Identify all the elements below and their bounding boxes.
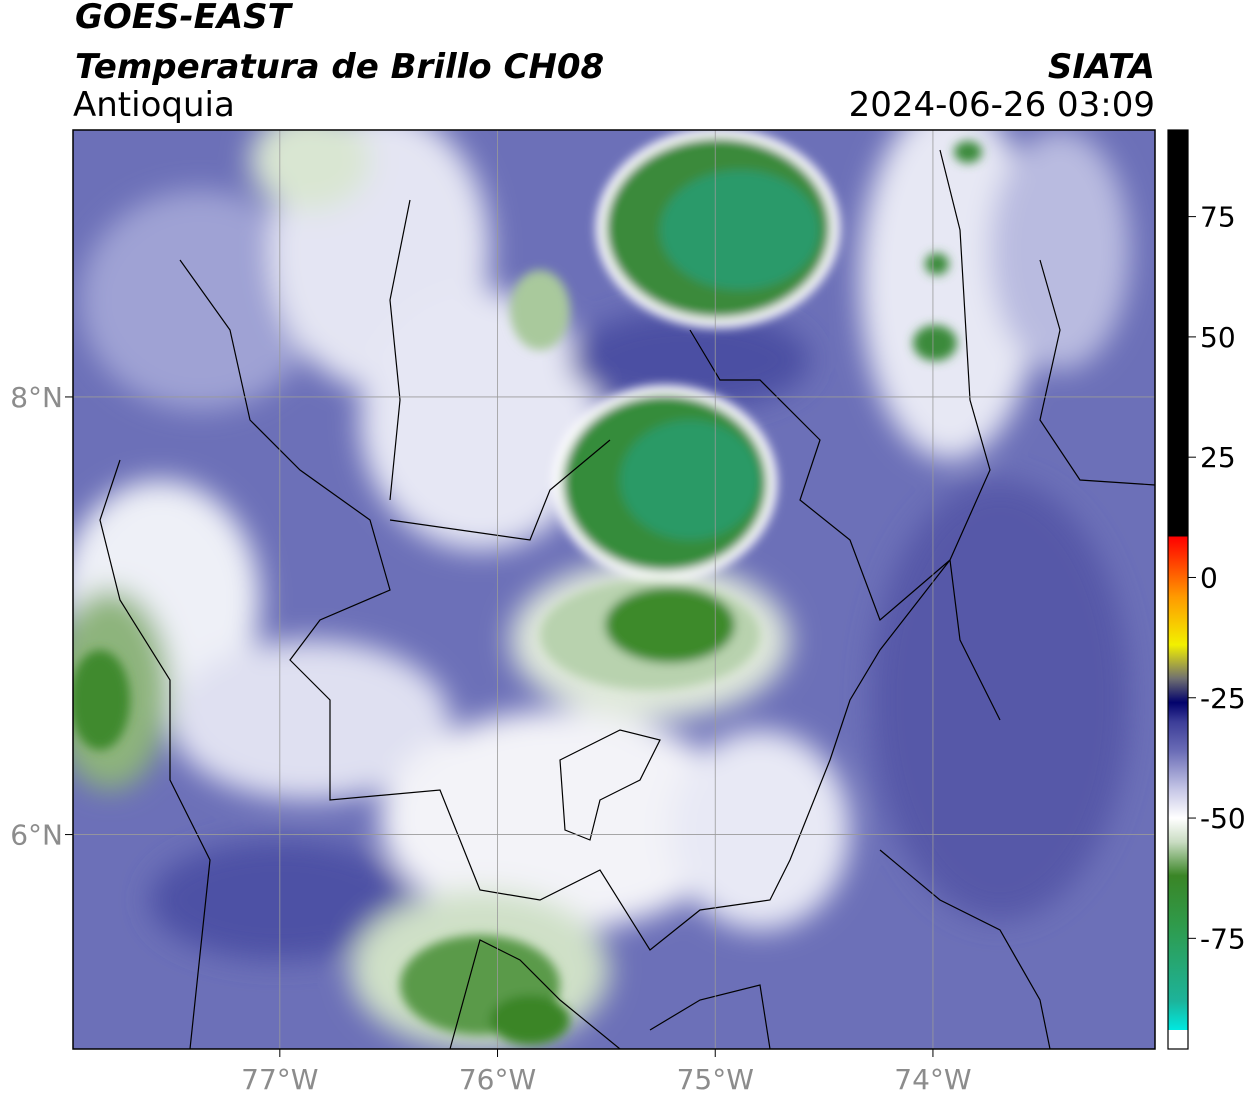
- y-tick-label: 6°N: [10, 819, 63, 852]
- colorbar: [1167, 129, 1189, 1050]
- subtitle: Temperatura de Brillo CH08: [75, 47, 604, 87]
- region: Antioquia: [73, 85, 235, 125]
- colorbar-label: -50: [1200, 802, 1246, 835]
- x-tick-label: 76°W: [459, 1063, 536, 1096]
- y-tick-label: 8°N: [10, 381, 63, 414]
- x-tick-label: 75°W: [677, 1063, 754, 1096]
- datetime: 2024-06-26 03:09: [849, 85, 1155, 125]
- map-frame: [72, 129, 1156, 1050]
- colorbar-label: 0: [1200, 561, 1218, 594]
- colorbar-label: 25: [1200, 441, 1236, 474]
- colorbar-label: -75: [1200, 922, 1246, 955]
- x-tick-label: 74°W: [894, 1063, 971, 1096]
- source: SIATA: [1048, 47, 1155, 87]
- colorbar-label: 50: [1200, 321, 1236, 354]
- grid: [73, 130, 1155, 1049]
- colorbar-label: -25: [1200, 682, 1246, 715]
- x-tick-label: 77°W: [241, 1063, 318, 1096]
- boundaries: [99, 149, 1155, 1049]
- colorbar-label: 75: [1200, 201, 1236, 234]
- title: GOES-EAST: [75, 0, 294, 37]
- map-image: [73, 130, 1155, 1049]
